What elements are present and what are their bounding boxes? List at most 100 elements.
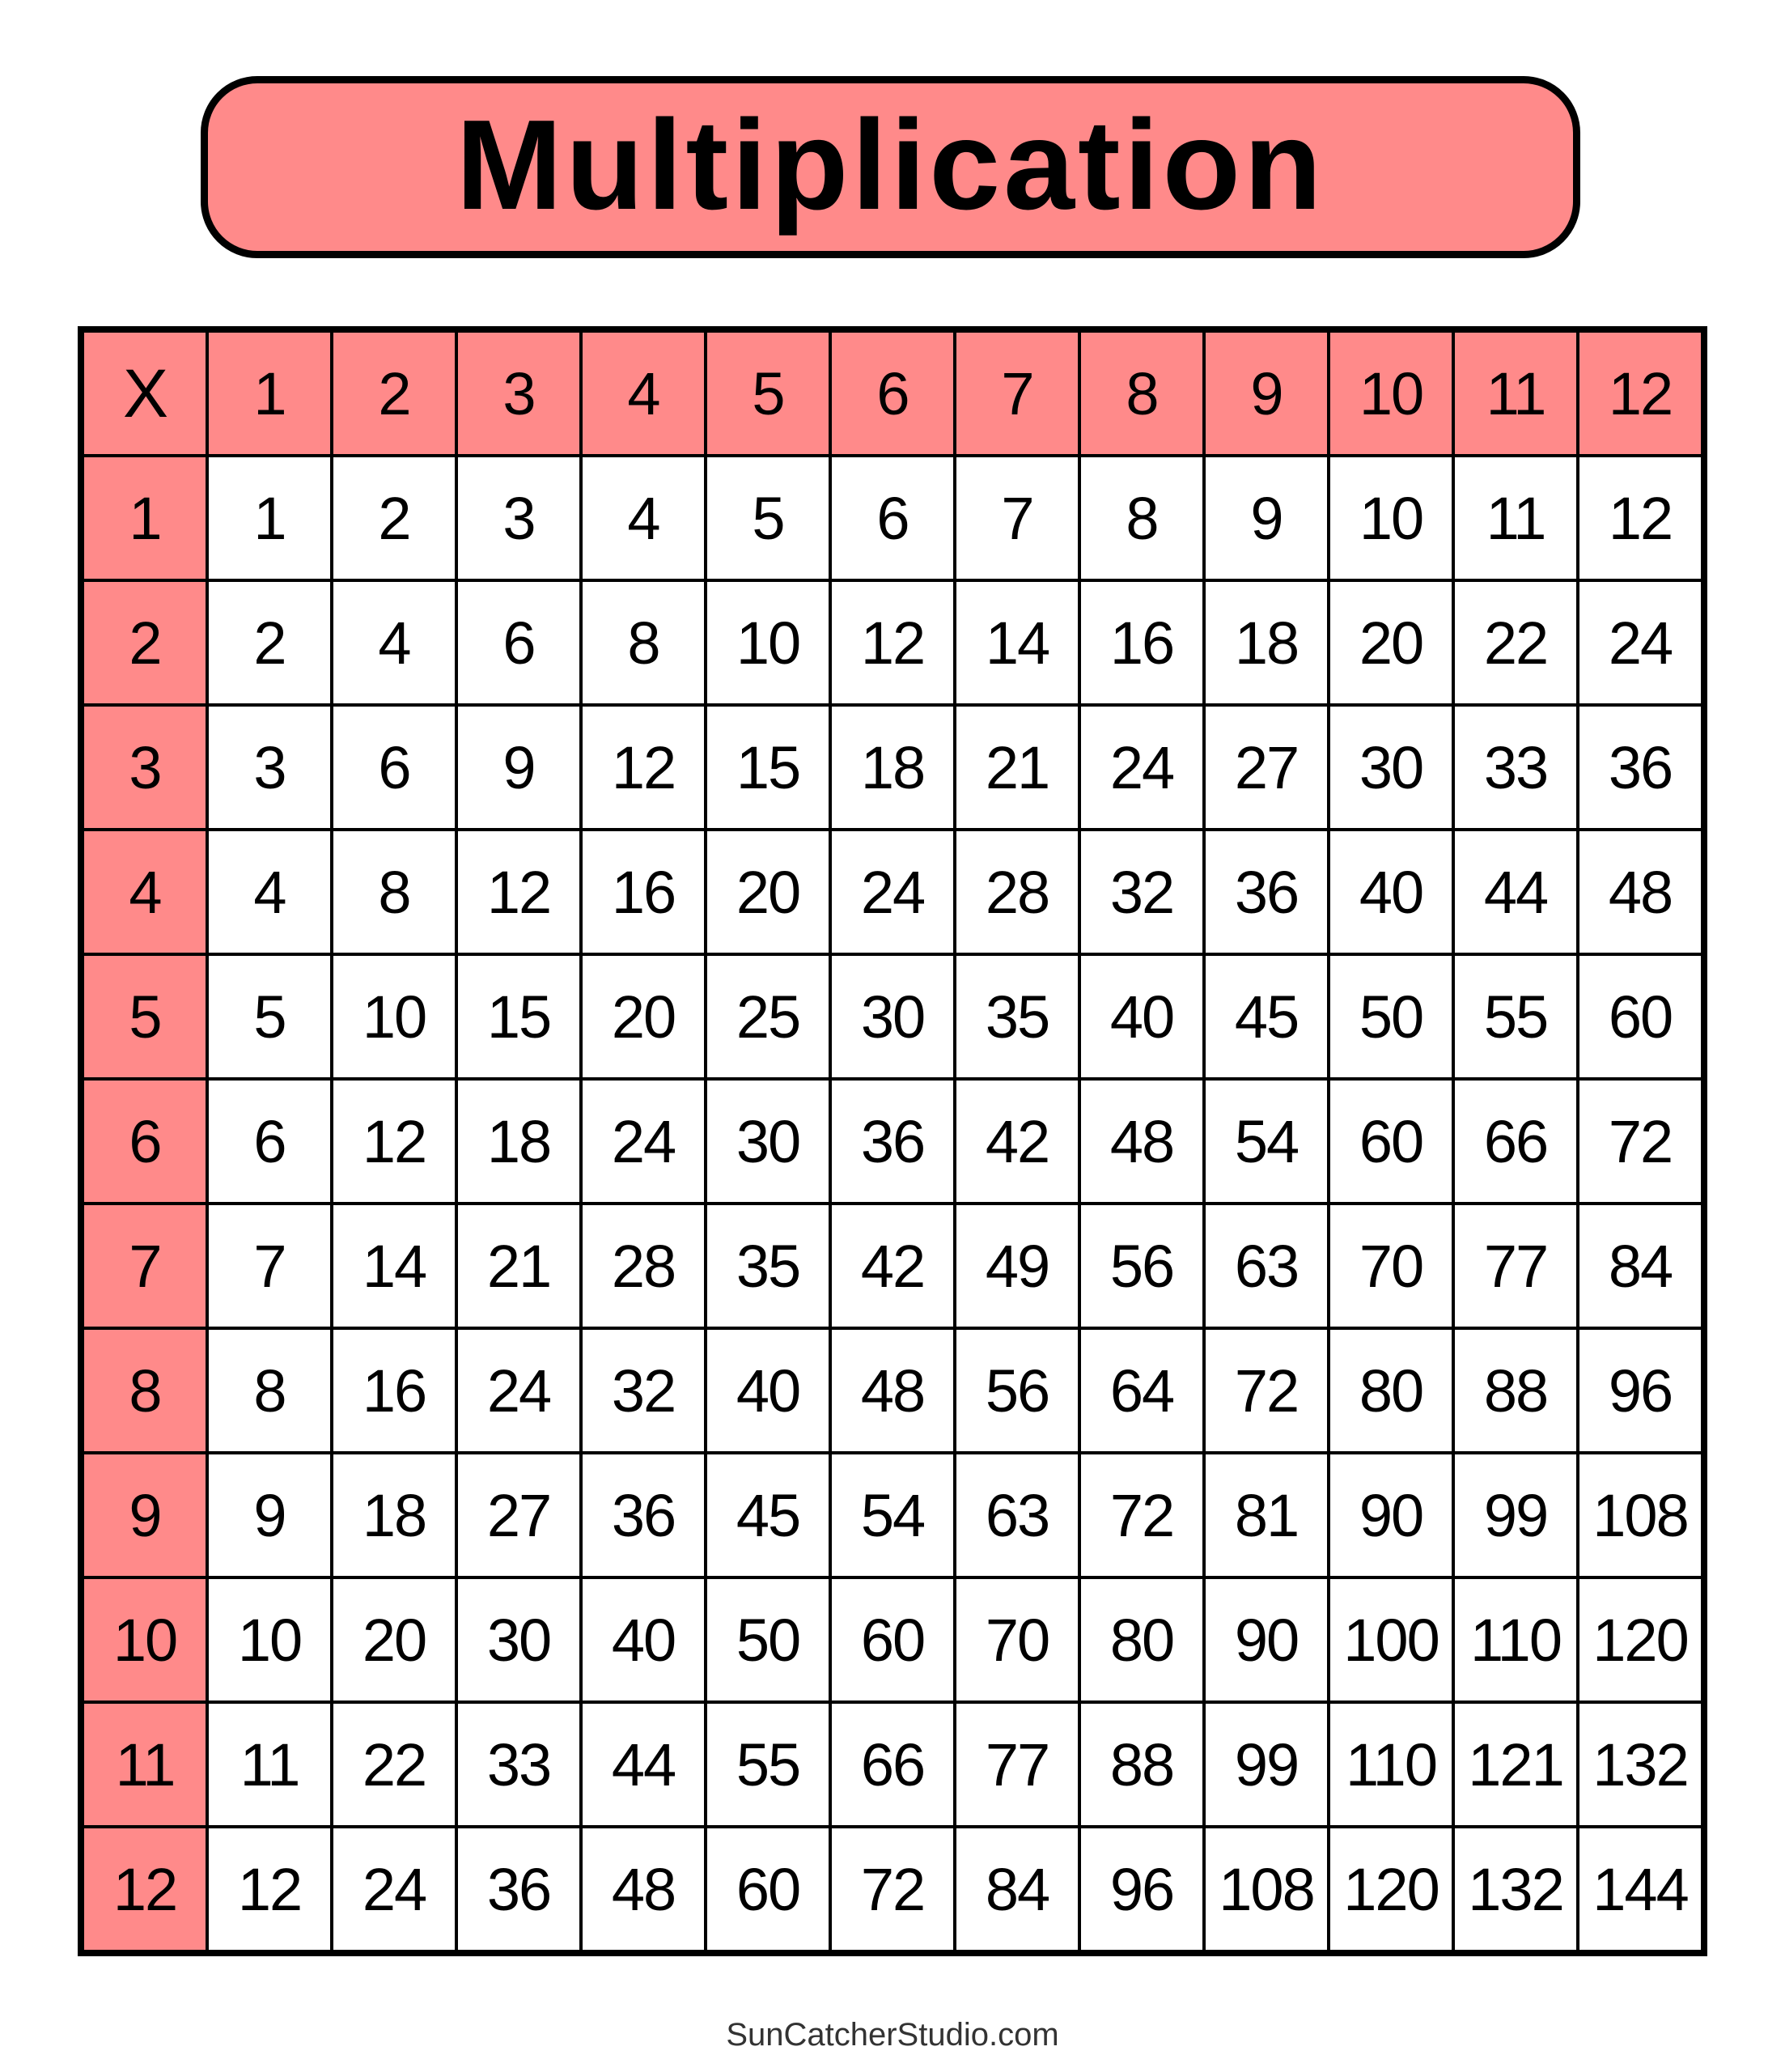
product-cell: 10	[206, 1576, 333, 1704]
row-header: 11	[79, 1700, 209, 1828]
product-cell: 55	[1452, 953, 1579, 1081]
product-cell: 80	[1327, 1327, 1455, 1454]
product-cell: 50	[704, 1576, 832, 1704]
product-cell: 49	[953, 1202, 1081, 1330]
product-cell: 54	[1202, 1077, 1330, 1205]
product-cell: 12	[579, 703, 707, 831]
product-cell: 36	[1576, 703, 1706, 831]
table-row: 4 4 8 12 16 20 24 28 32 36 40 44 48	[79, 828, 1706, 956]
product-cell: 21	[455, 1202, 583, 1330]
product-cell: 35	[953, 953, 1081, 1081]
table-row: 9 9 18 27 36 45 54 63 72 81 90 99 108	[79, 1451, 1706, 1579]
row-header: 4	[79, 828, 209, 956]
product-cell: 7	[953, 454, 1081, 582]
row-header: 7	[79, 1202, 209, 1330]
product-cell: 84	[953, 1825, 1081, 1955]
column-header: 12	[1576, 328, 1706, 457]
table-row: 1 1 2 3 4 5 6 7 8 9 10 11 12	[79, 454, 1706, 582]
column-header: 7	[953, 328, 1081, 457]
table-row: 6 6 12 18 24 30 36 42 48 54 60 66 72	[79, 1077, 1706, 1205]
product-cell: 12	[330, 1077, 458, 1205]
product-cell: 14	[330, 1202, 458, 1330]
product-cell: 10	[330, 953, 458, 1081]
product-cell: 144	[1576, 1825, 1706, 1955]
table-row: 3 3 6 9 12 15 18 21 24 27 30 33 36	[79, 703, 1706, 831]
column-header: 5	[704, 328, 832, 457]
row-header: 9	[79, 1451, 209, 1579]
row-header: 5	[79, 953, 209, 1081]
product-cell: 88	[1452, 1327, 1579, 1454]
product-cell: 11	[1452, 454, 1579, 582]
product-cell: 2	[330, 454, 458, 582]
product-cell: 60	[704, 1825, 832, 1955]
product-cell: 100	[1327, 1576, 1455, 1704]
product-cell: 36	[829, 1077, 956, 1205]
product-cell: 16	[579, 828, 707, 956]
header-row: X 1 2 3 4 5 6 7 8 9 10 11 12	[79, 328, 1706, 457]
product-cell: 42	[953, 1077, 1081, 1205]
product-cell: 108	[1576, 1451, 1706, 1579]
product-cell: 72	[1202, 1327, 1330, 1454]
product-cell: 56	[953, 1327, 1081, 1454]
product-cell: 45	[704, 1451, 832, 1579]
product-cell: 27	[455, 1451, 583, 1579]
row-header: 3	[79, 703, 209, 831]
product-cell: 3	[455, 454, 583, 582]
product-cell: 108	[1202, 1825, 1330, 1955]
product-cell: 11	[206, 1700, 333, 1828]
product-cell: 24	[1078, 703, 1206, 831]
product-cell: 9	[206, 1451, 333, 1579]
product-cell: 20	[1327, 579, 1455, 707]
product-cell: 24	[1576, 579, 1706, 707]
table-row: 2 2 4 6 8 10 12 14 16 18 20 22 24	[79, 579, 1706, 707]
product-cell: 48	[579, 1825, 707, 1955]
product-cell: 120	[1327, 1825, 1455, 1955]
row-header: 1	[79, 454, 209, 582]
corner-label: X	[79, 328, 209, 457]
product-cell: 30	[455, 1576, 583, 1704]
product-cell: 24	[829, 828, 956, 956]
product-cell: 20	[330, 1576, 458, 1704]
product-cell: 14	[953, 579, 1081, 707]
product-cell: 44	[579, 1700, 707, 1828]
product-cell: 40	[1327, 828, 1455, 956]
table-row: 12 12 24 36 48 60 72 84 96 108 120 132 144	[79, 1825, 1706, 1955]
product-cell: 6	[455, 579, 583, 707]
product-cell: 35	[704, 1202, 832, 1330]
product-cell: 80	[1078, 1576, 1206, 1704]
product-cell: 20	[579, 953, 707, 1081]
product-cell: 25	[704, 953, 832, 1081]
product-cell: 60	[829, 1576, 956, 1704]
product-cell: 16	[1078, 579, 1206, 707]
product-cell: 63	[1202, 1202, 1330, 1330]
column-header: 1	[206, 328, 333, 457]
product-cell: 110	[1452, 1576, 1579, 1704]
row-header: 6	[79, 1077, 209, 1205]
product-cell: 15	[704, 703, 832, 831]
product-cell: 90	[1202, 1576, 1330, 1704]
product-cell: 16	[330, 1327, 458, 1454]
product-cell: 28	[579, 1202, 707, 1330]
product-cell: 56	[1078, 1202, 1206, 1330]
table-row: 10 10 20 30 40 50 60 70 80 90 100 110 120	[79, 1576, 1706, 1704]
table-row: 5 5 10 15 20 25 30 35 40 45 50 55 60	[79, 953, 1706, 1081]
product-cell: 22	[1452, 579, 1579, 707]
product-cell: 72	[1078, 1451, 1206, 1579]
product-cell: 21	[953, 703, 1081, 831]
product-cell: 88	[1078, 1700, 1206, 1828]
product-cell: 36	[579, 1451, 707, 1579]
product-cell: 110	[1327, 1700, 1455, 1828]
product-cell: 9	[455, 703, 583, 831]
product-cell: 66	[829, 1700, 956, 1828]
product-cell: 18	[330, 1451, 458, 1579]
product-cell: 10	[1327, 454, 1455, 582]
multiplication-table: X 1 2 3 4 5 6 7 8 9 10 11 12 1 1 2 3 4 5 6 7 8 9 10 11 12 2 2 4 6 8 10 1…	[78, 326, 1707, 1956]
product-cell: 40	[704, 1327, 832, 1454]
product-cell: 33	[1452, 703, 1579, 831]
column-header: 10	[1327, 328, 1455, 457]
product-cell: 8	[206, 1327, 333, 1454]
row-header: 12	[79, 1825, 209, 1955]
product-cell: 96	[1576, 1327, 1706, 1454]
product-cell: 120	[1576, 1576, 1706, 1704]
product-cell: 77	[953, 1700, 1081, 1828]
